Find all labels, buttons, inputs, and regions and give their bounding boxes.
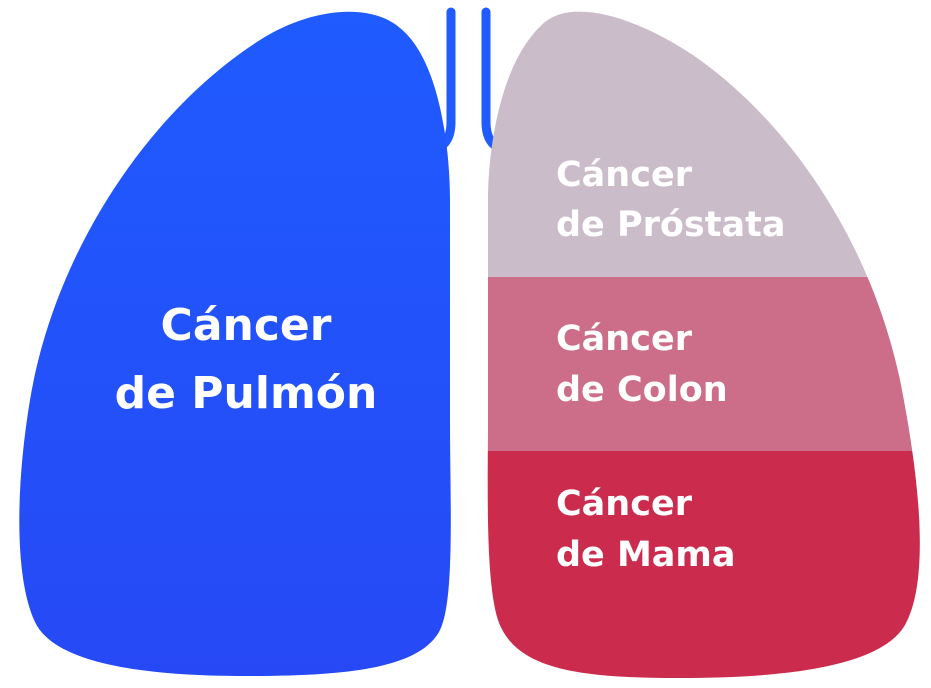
breast-section: [487, 451, 920, 678]
left-lung: [19, 11, 451, 676]
right-lung: [487, 11, 920, 678]
prostate-cancer-label-line1: Cáncer: [556, 155, 693, 195]
colon-section: [487, 277, 920, 451]
trachea: [433, 7, 504, 153]
lung-cancer-label-line1: Cáncer: [161, 300, 332, 351]
breast-cancer-label-line1: Cáncer: [556, 484, 693, 524]
breast-cancer-label-line2: de Mama: [556, 535, 736, 575]
colon-cancer-label-line1: Cáncer: [556, 319, 693, 359]
prostate-cancer-label-line2: de Próstata: [556, 205, 785, 245]
lung-cancer-label-line2: de Pulmón: [115, 368, 378, 419]
colon-cancer-label-line2: de Colon: [556, 370, 728, 410]
